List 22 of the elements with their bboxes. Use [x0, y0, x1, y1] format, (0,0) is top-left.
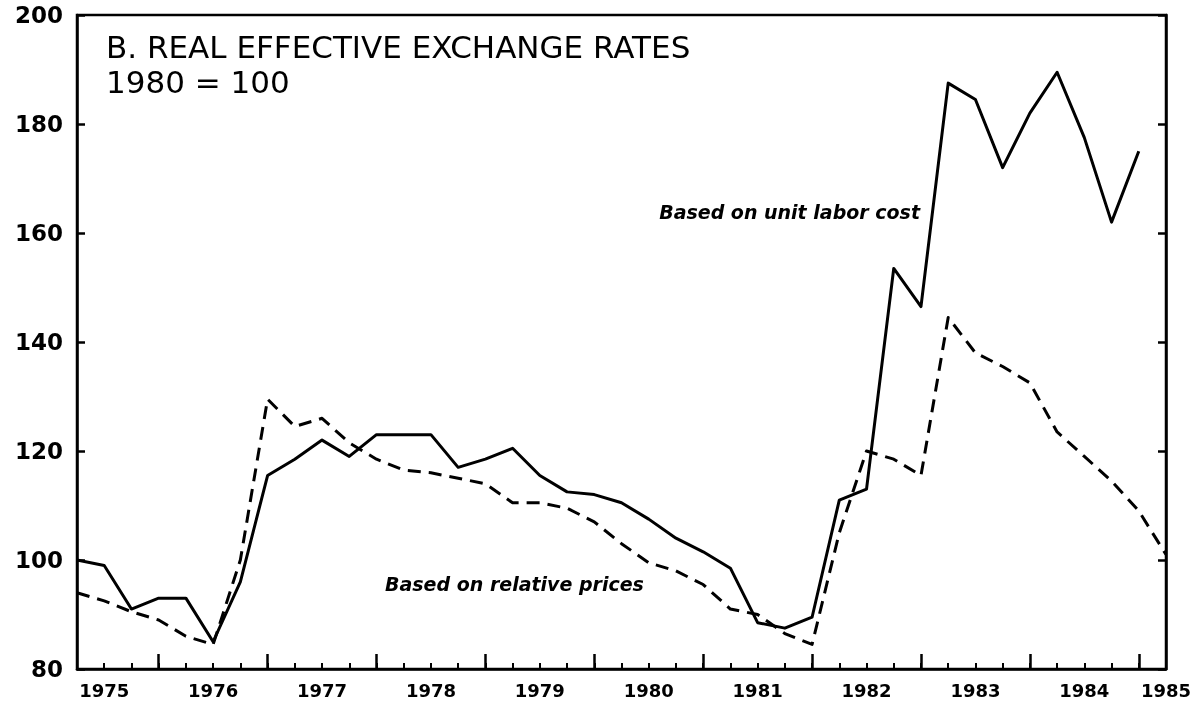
y-tick-label: 80 [30, 656, 63, 682]
x-tick-label: 1977 [296, 679, 348, 701]
y-tick-label: 180 [14, 111, 63, 137]
y-tick-label: 100 [14, 547, 63, 573]
y-tick-label: 140 [14, 329, 63, 355]
chart-title: B. REAL EFFECTIVE EXCHANGE RATES [106, 28, 691, 65]
series-label: Based on unit labor cost [659, 200, 921, 223]
y-tick-label: 160 [14, 220, 63, 246]
x-tick-label: 1984 [1059, 679, 1110, 701]
x-tick-label: 1975 [79, 679, 130, 701]
y-tick-label: 200 [14, 2, 63, 28]
y-tick-label: 120 [14, 438, 63, 464]
x-tick-label: 1982 [841, 679, 892, 701]
x-tick-label: 1980 [623, 679, 674, 701]
x-tick-label: 1978 [405, 679, 456, 701]
x-tick-label: 1979 [514, 679, 565, 701]
x-tick-label: 1976 [188, 679, 239, 701]
series-label: Based on relative prices [385, 572, 644, 595]
text: 1980 = 100 [106, 63, 290, 100]
x-tick-label: 1985 [1140, 679, 1192, 701]
x-tick-label: 1983 [950, 679, 1001, 701]
x-tick-label: 1981 [732, 679, 783, 701]
